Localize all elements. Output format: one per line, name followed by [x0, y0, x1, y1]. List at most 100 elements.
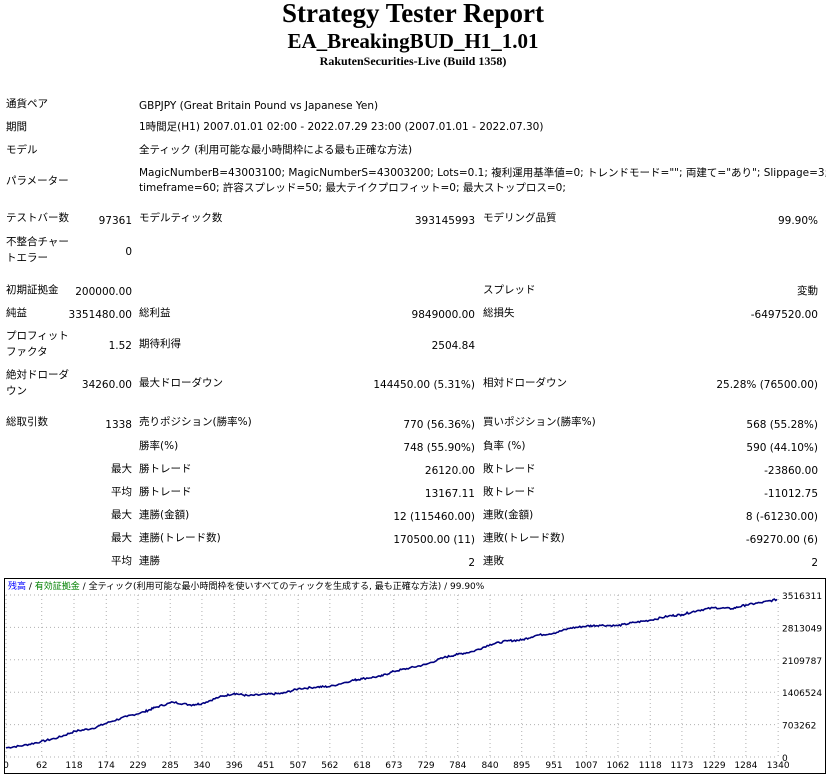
avg-consecutive-wins-value: 2: [468, 557, 475, 569]
net-profit-value: 3351480.00: [68, 309, 132, 321]
y-tick-label: 3516311: [782, 592, 822, 602]
x-tick-label: 729: [417, 761, 434, 771]
maximal-drawdown-label: 最大ドローダウン: [139, 377, 223, 389]
loss-rate-label: 負率 (%): [483, 440, 526, 452]
x-tick-label: 1007: [575, 761, 598, 771]
server-name: RakutenSecurities-Live (Build 1358): [319, 54, 507, 68]
bars-value: 97361: [98, 215, 132, 227]
relative-drawdown-label: 相対ドローダウン: [483, 377, 567, 389]
long-positions-value: 568 (55.28%): [746, 419, 818, 431]
balance-chart: 3516311 2813049 2109787 1406524 703262 0 0 62 11…: [4, 578, 826, 775]
consecutive-profit-label: 連勝(トレード数): [139, 532, 221, 544]
x-tick-label: 562: [321, 761, 338, 771]
model-value: 全ティック (利用可能な最小時間枠による最も正確な方法): [139, 144, 413, 156]
short-positions-label: 売りポジション(勝率%): [139, 416, 252, 428]
avg-consecutive-losses-label: 連敗: [483, 555, 504, 567]
relative-drawdown-value: 25.28% (76500.00): [716, 379, 818, 391]
parameters-line-2: timeframe=60; 許容スプレッド=50; 最大テイクプロフィット=0;…: [139, 182, 566, 194]
gross-profit-value: 9849000.00: [411, 309, 475, 321]
symbol-value: GBPJPY (Great Britain Pound vs Japanese …: [139, 100, 379, 112]
balance-series-line: [5, 598, 778, 749]
consecutive-losses-money-label: 連敗(金額): [483, 509, 534, 521]
legend-separator: /: [441, 582, 451, 592]
spread-value: 変動: [797, 285, 818, 297]
x-tick-label: 1229: [703, 761, 726, 771]
y-tick-label: 0: [782, 754, 788, 764]
period-value: 1時間足(H1) 2007.01.01 02:00 - 2022.07.29 2…: [139, 121, 544, 133]
consecutive-profit-value: 170500.00 (11): [393, 534, 475, 546]
gross-profit-label: 総利益: [139, 307, 171, 319]
net-profit-label: 純益: [6, 307, 27, 319]
ticks-label: モデルティック数: [139, 212, 223, 224]
average-loss-label: 敗トレード: [483, 486, 536, 498]
mismatch-value: 0: [125, 246, 132, 258]
x-tick-label: 895: [513, 761, 530, 771]
short-positions-value: 770 (56.36%): [403, 419, 475, 431]
consecutive-wins-money-label: 連勝(金額): [139, 509, 190, 521]
x-tick-label: 784: [449, 761, 466, 771]
x-tick-label: 618: [354, 761, 371, 771]
x-tick-label: 673: [385, 761, 402, 771]
maximal-drawdown-value: 144450.00 (5.31%): [373, 379, 475, 391]
x-tick-label: 285: [162, 761, 179, 771]
largest-win-label: 勝トレード: [139, 463, 192, 475]
spread-label: スプレッド: [483, 284, 536, 296]
report-title: Strategy Tester Report: [282, 0, 544, 28]
gross-loss-label: 総損失: [483, 307, 515, 319]
absolute-drawdown-label-2: ウン: [6, 385, 27, 397]
y-tick-label: 703262: [782, 722, 816, 732]
largest-prefix: 最大: [111, 463, 132, 475]
x-tick-label: 1173: [670, 761, 693, 771]
chart-legend: 残高 / 有効証拠金 / 全ティック(利用可能な最小時間枠を使いすべてのティック…: [8, 579, 484, 592]
x-tick-label: 1340: [767, 761, 790, 771]
largest-loss-label: 敗トレード: [483, 463, 536, 475]
x-tick-label: 1284: [734, 761, 757, 771]
x-tick-label: 1118: [639, 761, 662, 771]
chart-border: [4, 578, 826, 774]
long-positions-label: 買いポジション(勝率%): [483, 416, 596, 428]
legend-separator: /: [26, 582, 35, 592]
average-win-value: 13167.11: [424, 488, 475, 500]
absolute-drawdown-label-1: 絶対ドローダ: [6, 369, 69, 381]
x-tick-label: 0: [4, 761, 9, 771]
legend-equity: 有効証拠金: [34, 582, 80, 592]
parameters-label: パラメーター: [6, 175, 69, 187]
ticks-value: 393145993: [414, 215, 475, 227]
quality-value: 99.90%: [777, 215, 818, 227]
average-prefix: 平均: [111, 486, 132, 498]
deposit-value: 200000.00: [75, 286, 132, 298]
x-tick-label: 174: [98, 761, 115, 771]
mismatch-label-2: トエラー: [6, 252, 48, 264]
win-rate-label: 勝率(%): [139, 440, 179, 452]
consecutive-loss-label: 連敗(トレード数): [483, 532, 565, 544]
y-tick-label: 1406524: [782, 689, 822, 699]
y-tick-label: 2109787: [782, 657, 822, 667]
x-tick-label: 396: [226, 761, 243, 771]
legend-balance: 残高: [8, 582, 27, 592]
consecutive-losses-money-value: 8 (-61230.00): [745, 511, 818, 523]
max-consecutive-prefix: 最大: [111, 509, 132, 521]
deposit-label: 初期証拠金: [6, 284, 59, 296]
total-trades-value: 1338: [105, 419, 132, 431]
loss-rate-value: 590 (44.10%): [746, 442, 818, 454]
quality-label: モデリング品質: [483, 212, 557, 224]
x-tick-label: 340: [193, 761, 210, 771]
period-label: 期間: [6, 121, 27, 133]
consecutive-wins-money-value: 12 (115460.00): [393, 511, 475, 523]
symbol-label: 通貨ペア: [6, 98, 48, 110]
average-win-label: 勝トレード: [139, 486, 192, 498]
balance-chart-svg: 3516311 2813049 2109787 1406524 703262 0 0 62 11…: [4, 578, 826, 774]
x-tick-label: 507: [290, 761, 307, 771]
legend-quality: 99.90%: [450, 582, 485, 592]
legend-model: 全ティック(利用可能な最小時間枠を使いすべてのティックを生成する, 最も正確な方…: [88, 582, 442, 592]
average-consecutive-prefix: 平均: [111, 555, 132, 567]
x-tick-label: 1062: [607, 761, 630, 771]
profit-factor-value: 1.52: [108, 340, 132, 352]
avg-consecutive-losses-value: 2: [811, 557, 818, 569]
expected-payoff-label: 期待利得: [139, 338, 181, 350]
x-tick-label: 118: [65, 761, 82, 771]
profit-factor-label-1: プロフィット: [6, 330, 69, 342]
ea-name: EA_BreakingBUD_H1_1.01: [287, 29, 539, 53]
x-tick-label: 840: [481, 761, 498, 771]
x-tick-label: 62: [36, 761, 47, 771]
